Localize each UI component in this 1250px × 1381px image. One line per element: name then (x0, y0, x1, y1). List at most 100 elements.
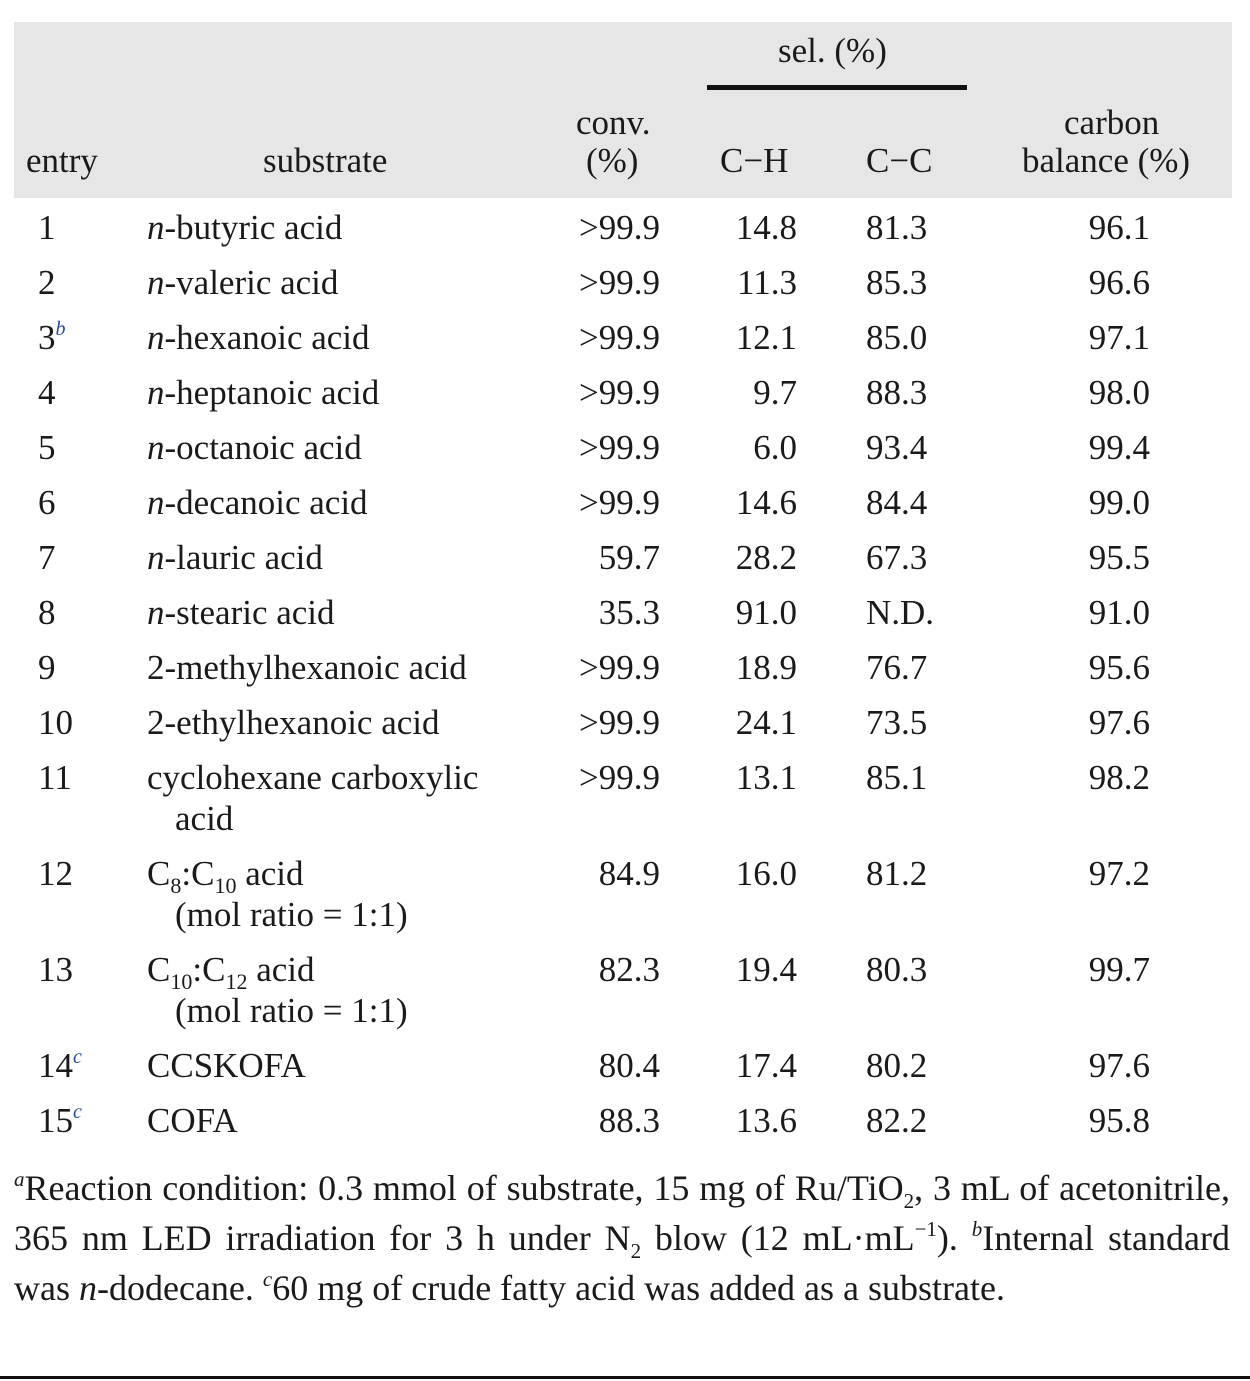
substrate-text: COFA (147, 1101, 238, 1140)
entry-cell: 5 (14, 420, 130, 475)
table-row: 6 n-decanoic acid >99.9 14.6 84.4 99.0 (14, 475, 1232, 530)
ch-selectivity-cell: 14.6 (735, 483, 797, 522)
cc-selectivity-cell: 80.2 (866, 1046, 928, 1085)
ch-selectivity-cell: 17.4 (735, 1046, 797, 1085)
results-table: 1 n-butyric acid >99.9 14.8 81.3 96.1 2 n-valer… (14, 200, 1232, 1148)
ch-selectivity-cell: 28.2 (735, 538, 797, 577)
conversion-cell: 84.9 (598, 854, 660, 893)
table-row: 4 n-heptanoic acid >99.9 9.7 88.3 98.0 (14, 365, 1232, 420)
ch-selectivity-cell: 24.1 (735, 703, 797, 742)
substrate-text: n (147, 593, 165, 632)
table-row: 12 C8:C10 acid (mol ratio = 1:1) 84.9 16.0 81… (14, 846, 1232, 942)
cc-selectivity-cell: 73.5 (866, 703, 928, 742)
subscript: 10 (170, 969, 193, 994)
entry-cell: 7 (14, 530, 130, 585)
ch-selectivity-cell: 18.9 (735, 648, 797, 687)
entry-number: 7 (38, 538, 56, 577)
conversion-cell: 59.7 (598, 538, 660, 577)
entry-number: 1 (38, 208, 56, 247)
ch-selectivity-cell: 19.4 (735, 950, 797, 989)
substrate-text: cyclohexane carboxylic (147, 758, 479, 797)
ch-selectivity-cell: 9.7 (753, 373, 797, 412)
subscript: 12 (225, 969, 248, 994)
substrate-text: -decanoic acid (164, 483, 368, 522)
substrate-text: -butyric acid (164, 208, 343, 247)
carbon-balance-cell: 95.5 (1088, 538, 1150, 577)
table-row: 9 2-methylhexanoic acid >99.9 18.9 76.7 95.6 (14, 640, 1232, 695)
substrate-text: 2-methylhexanoic acid (147, 648, 467, 687)
conversion-cell: >99.9 (579, 318, 660, 357)
table-row: 5 n-octanoic acid >99.9 6.0 93.4 99.4 (14, 420, 1232, 475)
cc-selectivity-cell: 85.0 (866, 318, 928, 357)
subscript: 2 (630, 1239, 642, 1264)
entry-cell: 9 (14, 640, 130, 695)
carbon-balance-cell: 97.6 (1088, 1046, 1150, 1085)
carbon-balance-cell: 91.0 (1088, 593, 1150, 632)
header-selectivity: sel. (%) (778, 31, 887, 70)
substrate-cell: 2-ethylhexanoic acid (130, 695, 560, 750)
conversion-cell: >99.9 (579, 208, 660, 247)
conversion-cell: 82.3 (598, 950, 660, 989)
ch-selectivity-cell: 13.1 (735, 758, 797, 797)
substrate-cell: C10:C12 acid (mol ratio = 1:1) (130, 942, 560, 1038)
cc-selectivity-cell: 82.2 (866, 1101, 928, 1140)
cc-selectivity-cell: N.D. (866, 593, 935, 632)
substrate-text: :C (181, 854, 215, 893)
ch-selectivity-cell: 91.0 (735, 593, 797, 632)
table-row: 1 n-butyric acid >99.9 14.8 81.3 96.1 (14, 200, 1232, 255)
footnote-mark-b: b (971, 1217, 983, 1241)
cc-selectivity-cell: 84.4 (866, 483, 928, 522)
cc-selectivity-cell: 81.3 (866, 208, 928, 247)
conversion-cell: >99.9 (579, 483, 660, 522)
substrate-cell: n-octanoic acid (130, 420, 560, 475)
substrate-text: -lauric acid (164, 538, 323, 577)
entry-footnote-mark: c (73, 1101, 82, 1123)
cc-selectivity-cell: 88.3 (866, 373, 928, 412)
subscript: 10 (214, 873, 237, 898)
footnote-a-text: Reaction condition: 0.3 mmol of substrat… (24, 1168, 904, 1208)
carbon-balance-cell: 99.7 (1088, 950, 1150, 989)
table-row: 14c CCSKOFA 80.4 17.4 80.2 97.6 (14, 1038, 1232, 1093)
carbon-balance-cell: 99.4 (1088, 428, 1150, 467)
superscript: −1 (914, 1217, 937, 1241)
header-conv-unit: (%) (586, 141, 639, 180)
footnote-b-text: Internal standard was (14, 1218, 1230, 1308)
cc-selectivity-cell: 85.1 (866, 758, 928, 797)
substrate-text: n (147, 263, 165, 302)
entry-number: 11 (38, 758, 72, 797)
conversion-cell: >99.9 (579, 648, 660, 687)
substrate-text: n (147, 208, 165, 247)
table-row: 3b n-hexanoic acid >99.9 12.1 85.0 97.1 (14, 310, 1232, 365)
entry-number: 8 (38, 593, 56, 632)
carbon-balance-cell: 97.6 (1088, 703, 1150, 742)
table-header-band (14, 22, 1232, 198)
footnote-mark-a: a (14, 1167, 25, 1191)
table-row: 13 C10:C12 acid (mol ratio = 1:1) 82.3 19.4 8… (14, 942, 1232, 1038)
entry-cell: 12 (14, 846, 130, 942)
footnote-c-text: 60 mg of crude fatty acid was added as a… (272, 1268, 1005, 1308)
entry-cell: 4 (14, 365, 130, 420)
entry-number: 2 (38, 263, 56, 302)
cc-selectivity-cell: 80.3 (866, 950, 928, 989)
ch-selectivity-cell: 11.3 (737, 263, 797, 302)
substrate-text: acid (236, 854, 304, 893)
header-conv: conv. (576, 103, 651, 142)
entry-cell: 6 (14, 475, 130, 530)
substrate-cell: C8:C10 acid (mol ratio = 1:1) (130, 846, 560, 942)
substrate-cell: COFA (130, 1093, 560, 1148)
entry-number: 3 (38, 318, 56, 357)
substrate-cell: n-decanoic acid (130, 475, 560, 530)
substrate-text: -octanoic acid (164, 428, 362, 467)
ch-selectivity-cell: 16.0 (735, 854, 797, 893)
carbon-balance-cell: 96.1 (1088, 208, 1150, 247)
footnote-a-text: blow (12 mL·mL (641, 1218, 915, 1258)
table-row: 7 n-lauric acid 59.7 28.2 67.3 95.5 (14, 530, 1232, 585)
table-row: 10 2-ethylhexanoic acid >99.9 24.1 73.5 97.6 (14, 695, 1232, 750)
header-substrate: substrate (263, 141, 388, 180)
ch-selectivity-cell: 6.0 (753, 428, 797, 467)
substrate-text: 2-ethylhexanoic acid (147, 703, 440, 742)
substrate-text: -valeric acid (164, 263, 339, 302)
conversion-cell: 35.3 (598, 593, 660, 632)
ch-selectivity-cell: 13.6 (735, 1101, 797, 1140)
entry-footnote-mark: b (55, 318, 66, 340)
